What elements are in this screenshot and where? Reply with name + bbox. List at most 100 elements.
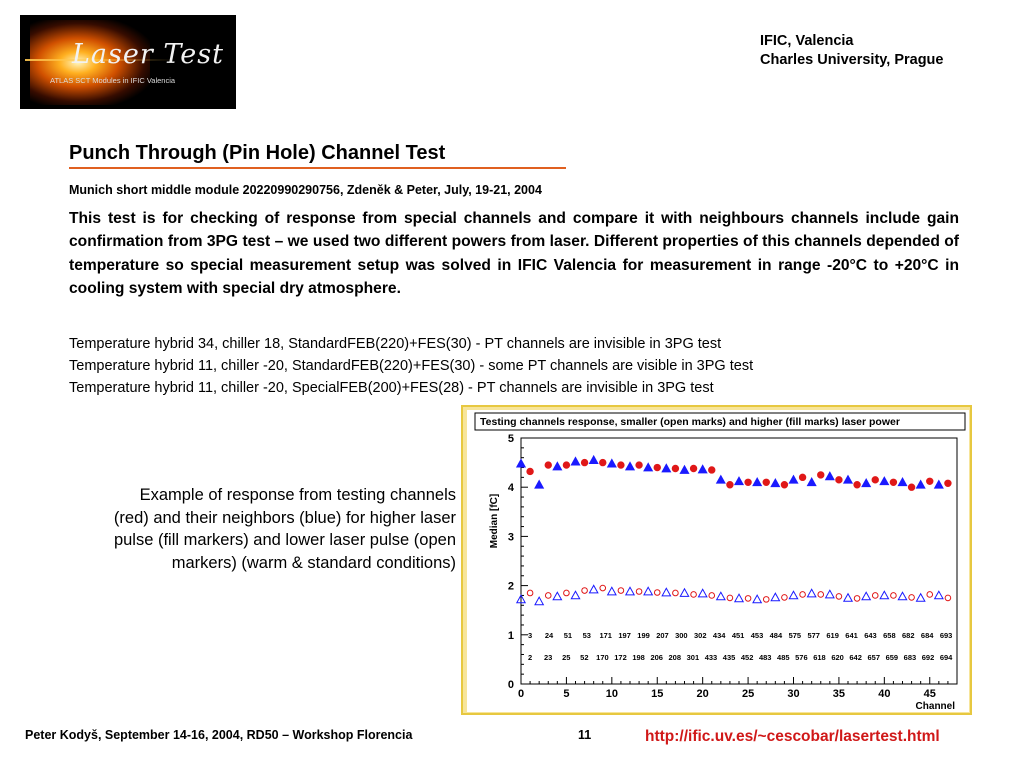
channel-number-label: 206 [650,653,663,662]
y-tick-label: 1 [508,630,514,642]
channel-number-label: 641 [845,631,858,640]
triangle-marker [570,590,581,600]
channel-number-label: 483 [759,653,772,662]
channel-number-label: 692 [922,653,935,662]
circle-marker [817,471,825,479]
triangle-marker [515,594,527,604]
circle-marker [617,587,625,594]
slide-subtitle: Munich short middle module 2022099029075… [69,183,542,197]
channel-number-label: 433 [705,653,718,662]
triangle-marker [661,463,672,473]
x-tick-label: 5 [563,688,569,700]
triangle-marker [824,589,835,599]
circle-marker [635,588,643,595]
channel-number-label: 684 [921,631,934,640]
channel-number-label: 452 [741,653,754,662]
triangle-marker [643,462,654,472]
laser-glow-graphic [30,20,150,105]
x-tick-label: 10 [606,688,618,700]
triangle-marker [933,590,944,600]
lasertest-link[interactable]: http://ific.uv.es/~cescobar/lasertest.ht… [645,728,940,745]
circle-marker [726,594,734,602]
circle-marker [526,467,534,476]
circle-marker [871,476,879,484]
y-tick-label: 3 [508,531,514,543]
y-tick-label: 4 [508,482,515,494]
circle-marker [563,589,570,597]
circle-marker [726,481,734,489]
circle-marker [690,591,697,598]
footer-author: Peter Kodyš, September 14-16, 2004, RD50… [25,728,413,742]
triangle-marker [624,461,636,471]
circle-marker [544,592,552,599]
channel-number-label: 171 [599,631,612,640]
x-tick-label: 35 [833,688,845,700]
channel-number-label: 208 [669,653,682,662]
circle-marker [944,594,952,602]
slide-title: Punch Through (Pin Hole) Channel Test [69,142,446,164]
channel-number-label: 683 [904,653,917,662]
triangle-marker [552,591,563,601]
channel-number-label: 198 [632,653,645,662]
circle-marker [781,594,788,601]
triangle-marker [588,454,599,464]
triangle-marker [752,594,763,604]
circle-marker [926,591,934,598]
channel-number-label: 659 [886,653,899,662]
circle-marker [672,589,679,597]
triangle-marker [715,474,726,484]
plot-caption: Example of response from testing channel… [113,486,456,572]
channel-number-label: 618 [813,653,826,662]
channel-number-label: 619 [826,631,839,640]
circle-marker [635,461,643,469]
triangle-marker [879,476,890,486]
triangle-marker [879,590,890,600]
circle-marker [708,466,716,474]
circle-marker [599,584,607,592]
channel-number-label: 658 [883,631,896,640]
laser-test-logo: Laser Test ATLAS SCT Modules in IFIC Val… [20,15,236,109]
triangle-marker [697,588,708,598]
channel-number-label: 25 [562,653,570,662]
x-axis-label: Channel [916,701,956,712]
circle-marker [762,478,770,486]
circle-marker [871,592,879,599]
title-underline [69,167,566,169]
channel-number-label: 172 [614,653,627,662]
triangle-marker [534,596,545,606]
triangle-marker [897,477,908,487]
circle-marker [653,589,661,596]
x-tick-label: 40 [878,688,890,700]
circle-marker [853,481,861,489]
triangle-marker [606,458,617,468]
channel-number-label: 453 [751,631,764,640]
triangle-marker [770,592,781,602]
triangle-marker [661,587,672,597]
triangle-marker [515,458,527,468]
channel-number-label: 643 [864,631,877,640]
channel-number-label: 657 [867,653,880,662]
x-tick-label: 25 [742,688,754,700]
triangle-marker [752,477,763,487]
channel-number-label: 197 [618,631,631,640]
circle-marker [908,594,915,601]
circle-marker [526,589,534,597]
triangle-marker [897,591,908,601]
channel-number-label: 682 [902,631,915,640]
circle-marker [835,593,843,600]
channel-number-label: 207 [656,631,669,640]
y-tick-label: 2 [508,581,514,593]
chart-title-box [474,412,966,431]
triangle-marker [806,477,817,487]
channel-number-label: 170 [596,653,609,662]
triangle-marker [679,464,690,474]
laser-beam-graphic [25,59,175,61]
channel-number-label: 300 [675,631,688,640]
channel-number-label: 23 [544,653,552,662]
circle-marker [708,592,716,599]
circle-marker [799,591,806,598]
channel-number-label: 694 [940,653,953,662]
channel-number-label: 199 [637,631,650,640]
channel-number-label: 301 [687,653,700,662]
response-chart: Testing channels response, smaller (open… [474,412,966,712]
